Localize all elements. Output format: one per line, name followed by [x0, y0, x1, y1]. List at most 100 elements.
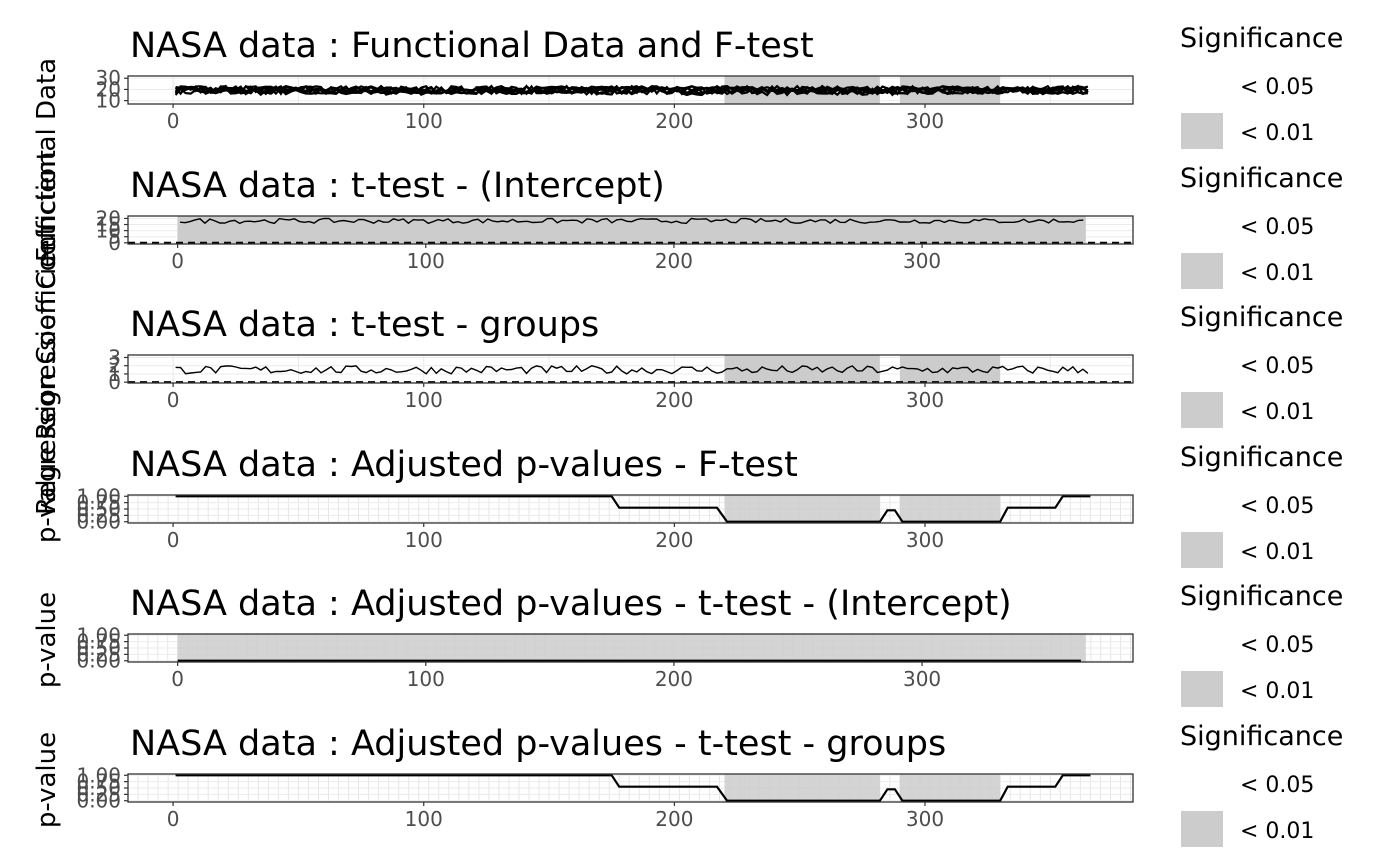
y-tick-label: 10	[96, 219, 121, 243]
legend-label: < 0.01	[1240, 121, 1314, 146]
plot-area	[128, 495, 1133, 523]
x-tick-label: 300	[903, 667, 941, 691]
legend-label: < 0.05	[1240, 354, 1314, 379]
legend-key	[1181, 207, 1223, 243]
x-tick-label: 100	[405, 807, 443, 831]
legend-title: Significance	[1180, 23, 1343, 54]
x-tick-label: 300	[906, 807, 944, 831]
panel-border	[127, 215, 1134, 245]
x-tick-label: 0	[171, 249, 184, 273]
x-tick-label: 100	[405, 388, 443, 412]
y-tick-label: 2	[108, 354, 121, 378]
y-tick-label: 0.25	[76, 642, 121, 666]
y-tick-label: 0	[108, 231, 121, 255]
panel-2: NASA data : t-test - (Intercept)0 100 200 3…	[96, 163, 1343, 289]
legend: Significance < 0.05 < 0.01	[1180, 721, 1343, 847]
x-tick-label: 100	[405, 109, 443, 133]
y-tick-label: 0.50	[76, 636, 121, 660]
significance-band	[177, 634, 1086, 662]
y-tick-label: 0.25	[76, 782, 121, 806]
legend-key	[1181, 532, 1223, 568]
y-tick-label: 0.00	[76, 649, 121, 673]
y-tick-label: 5	[108, 225, 121, 249]
y-tick-label: 15	[96, 213, 121, 237]
panel-title: NASA data : Functional Data and F-test	[130, 26, 814, 66]
y-tick-label: 0.50	[76, 497, 121, 521]
y-axis-label: Functional Data	[32, 58, 62, 262]
y-axis-label: p-value	[32, 592, 62, 688]
panel-title: NASA data : Adjusted p-values - t-test -…	[130, 584, 1012, 624]
panel-title: NASA data : t-test - (Intercept)	[130, 166, 665, 206]
legend-title: Significance	[1180, 442, 1343, 473]
y-tick-label: 10	[96, 89, 121, 113]
legend-title: Significance	[1180, 163, 1343, 194]
x-tick-label: 300	[903, 249, 941, 273]
x-tick-label: 100	[405, 528, 443, 552]
significance-band	[724, 355, 880, 383]
y-axis-label: p-value	[32, 732, 62, 828]
legend-key	[1181, 67, 1223, 103]
y-tick-label: 30	[96, 66, 121, 90]
y-tick-label: 0.75	[76, 491, 121, 515]
significance-band	[899, 774, 1001, 802]
legend-label: < 0.01	[1240, 540, 1314, 565]
legend-key	[1181, 625, 1223, 661]
legend-label: < 0.05	[1240, 633, 1314, 658]
panel-title: NASA data : Adjusted p-values - F-test	[130, 445, 798, 485]
plot-area	[128, 355, 1133, 383]
legend: Significance < 0.05 < 0.01	[1180, 302, 1343, 428]
pvalue-curve	[175, 495, 1091, 523]
significance-band	[724, 774, 880, 802]
significance-band	[899, 495, 1001, 523]
y-tick-label: 0.00	[76, 510, 121, 534]
x-tick-label: 200	[655, 249, 693, 273]
legend-key	[1181, 253, 1223, 289]
legend-label: < 0.01	[1240, 400, 1314, 425]
legend-label: < 0.05	[1240, 773, 1314, 798]
x-tick-label: 200	[655, 528, 693, 552]
panel-border	[127, 354, 1134, 384]
y-tick-label: 3	[108, 345, 121, 369]
y-tick-label: 0	[108, 370, 121, 394]
plot-area	[128, 76, 1133, 104]
legend-title: Significance	[1180, 721, 1343, 752]
y-tick-label: 1.00	[76, 763, 121, 787]
pvalue-curve	[175, 774, 1091, 802]
x-tick-label: 300	[906, 388, 944, 412]
plot-area	[128, 216, 1133, 244]
legend-title: Significance	[1180, 581, 1343, 612]
legend-key	[1181, 671, 1223, 707]
x-tick-label: 0	[171, 667, 184, 691]
series-curve	[174, 84, 1089, 96]
x-tick-label: 200	[655, 109, 693, 133]
legend-key	[1181, 486, 1223, 522]
panel-4: NASA data : Adjusted p-values - F-test 0 1…	[76, 442, 1343, 568]
x-tick-label: 300	[906, 528, 944, 552]
y-tick-label: 0.25	[76, 503, 121, 527]
x-tick-label: 200	[655, 388, 693, 412]
y-axis-label: Regression Coefficient	[32, 225, 62, 515]
legend: Significance < 0.05 < 0.01	[1180, 442, 1343, 568]
legend: Significance < 0.05 < 0.01	[1180, 581, 1343, 707]
panel-title: NASA data : Adjusted p-values - t-test -…	[130, 724, 946, 764]
panel-title: NASA data : t-test - groups	[130, 305, 599, 345]
legend-key	[1181, 113, 1223, 149]
y-tick-label: 0.75	[76, 630, 121, 654]
legend-key	[1181, 346, 1223, 382]
series-curve	[174, 84, 1089, 96]
x-tick-label: 100	[407, 667, 445, 691]
y-tick-label: 20	[96, 206, 121, 230]
panel-5: NASA data : Adjusted p-values - t-test -…	[76, 581, 1343, 707]
x-tick-label: 300	[906, 109, 944, 133]
x-tick-label: 100	[407, 249, 445, 273]
plot-area	[128, 774, 1133, 802]
legend-label: < 0.05	[1240, 215, 1314, 240]
panel-1: NASA data : Functional Data and F-test 0 1…	[96, 23, 1343, 149]
y-tick-label: 1.00	[76, 484, 121, 508]
series-curve	[175, 364, 1089, 375]
y-axis-label: Regression Coefficient	[32, 150, 62, 440]
legend-label: < 0.05	[1240, 75, 1314, 100]
legend-label: < 0.01	[1240, 679, 1314, 704]
